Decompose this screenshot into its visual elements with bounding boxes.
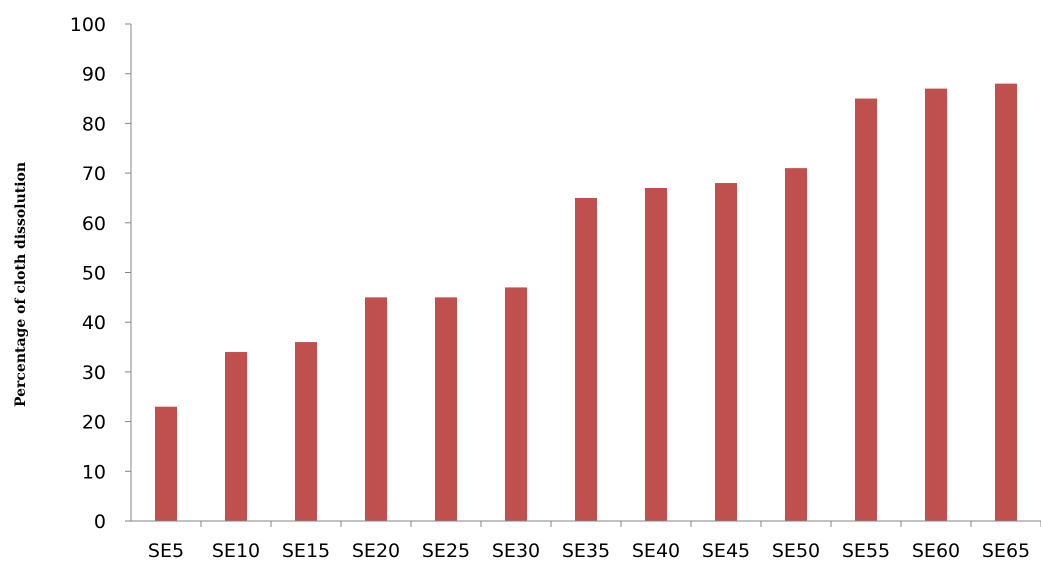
- x-tick-label: SE60: [912, 540, 960, 562]
- bar-se65: [995, 83, 1017, 521]
- x-axis-ticks: SE5 SE10 SE15 SE20 SE25 SE30 SE35 SE40 SE45 SE50 S…: [148, 521, 1041, 562]
- y-axis-title: Percentage of cloth dissolution: [13, 162, 29, 407]
- y-tick-label: 10: [82, 461, 106, 483]
- x-tick-label: SE30: [492, 540, 540, 562]
- x-tick-label: SE50: [772, 540, 820, 562]
- y-tick-label: 100: [70, 14, 106, 36]
- bar-se20: [365, 297, 387, 521]
- x-tick-label: SE20: [352, 540, 400, 562]
- bar-se50: [785, 168, 807, 521]
- x-tick-label: SE25: [422, 540, 470, 562]
- x-tick-label: SE5: [148, 540, 184, 562]
- x-tick-label: SE15: [282, 540, 330, 562]
- y-tick-label: 30: [82, 362, 106, 384]
- y-tick-label: 0: [94, 511, 106, 533]
- bar-se5: [155, 406, 177, 521]
- bar-se40: [645, 188, 667, 521]
- bar-se35: [575, 197, 597, 521]
- x-tick-label: SE35: [562, 540, 610, 562]
- y-tick-label: 40: [82, 312, 106, 334]
- bar-se10: [225, 352, 247, 521]
- x-tick-label: SE10: [212, 540, 260, 562]
- bar-se15: [295, 342, 317, 521]
- x-tick-label: SE40: [632, 540, 680, 562]
- y-axis-ticks: 0 10 20 30 40 50 60 70 80 90 100: [70, 14, 131, 533]
- x-tick-label: SE55: [842, 540, 890, 562]
- y-tick-label: 60: [82, 213, 106, 235]
- y-tick-label: 20: [82, 412, 106, 434]
- bar-se45: [715, 183, 737, 522]
- y-tick-label: 80: [82, 113, 106, 135]
- bar-se30: [505, 287, 527, 521]
- y-tick-label: 90: [82, 64, 106, 86]
- bar-se25: [435, 297, 457, 521]
- y-tick-label: 50: [82, 263, 106, 285]
- x-tick-label: SE65: [982, 540, 1030, 562]
- x-tick-label: SE45: [702, 540, 750, 562]
- y-tick-label: 70: [82, 163, 106, 185]
- bars: [155, 83, 1017, 522]
- bar-se55: [855, 98, 877, 522]
- bar-se60: [925, 88, 947, 522]
